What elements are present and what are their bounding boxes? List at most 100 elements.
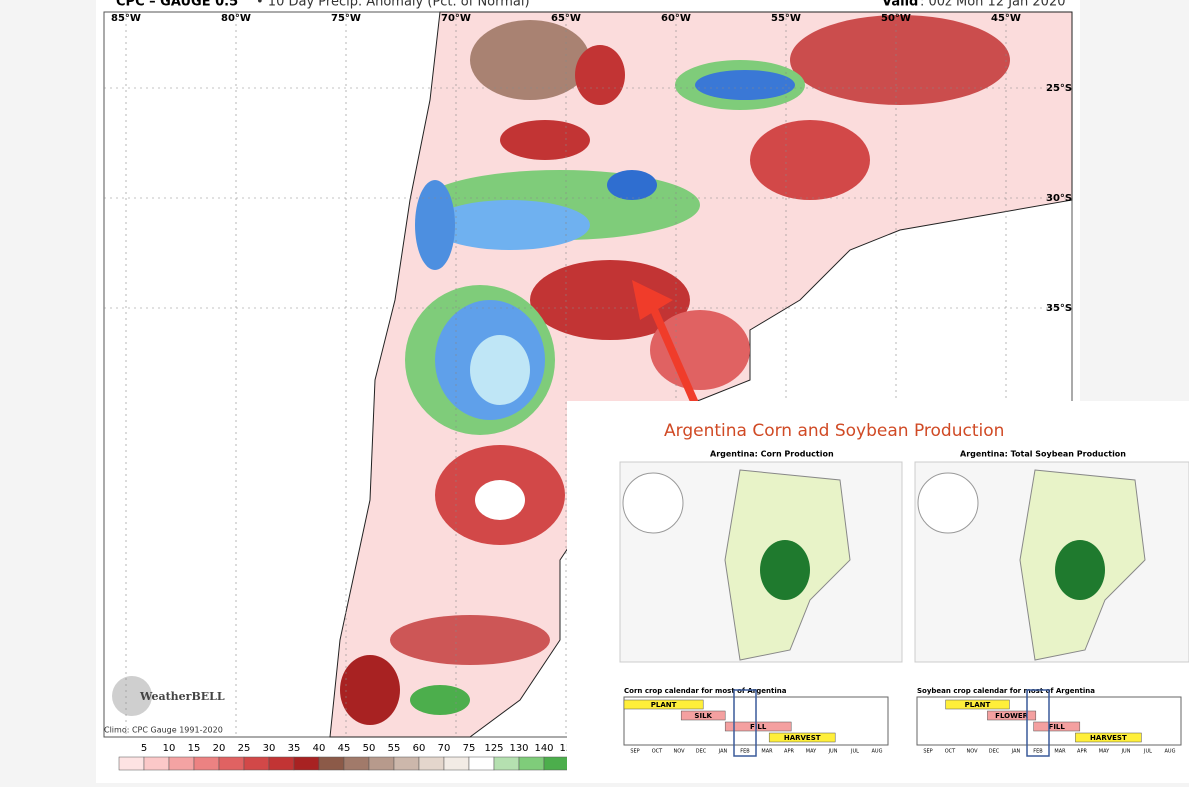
- production-core: [760, 540, 810, 600]
- stage-bar: [987, 710, 1037, 721]
- globe: [917, 472, 979, 534]
- valid-time: : 00z Mon 12 Jan 2020: [920, 0, 1065, 10]
- stage-label: PLANT: [965, 701, 991, 709]
- legend-label: 45: [338, 743, 351, 754]
- month-label: OCT: [945, 749, 956, 755]
- month-label: NOV: [673, 749, 685, 755]
- globe: [622, 472, 684, 534]
- legend-swatch: [443, 756, 470, 771]
- inset-title: Argentina Corn and Soybean Production: [664, 421, 1004, 441]
- legend-swatch: [393, 756, 420, 771]
- anomaly: [390, 615, 550, 665]
- month-label: NOV: [966, 749, 978, 755]
- legend-label: 130: [509, 743, 528, 754]
- stage-label: FILL: [1049, 723, 1066, 731]
- legend-swatch: [493, 756, 520, 771]
- month-label: FEB: [1033, 749, 1043, 755]
- lon-label: 55°W: [771, 13, 801, 24]
- anomaly: [415, 180, 455, 270]
- month-label: JUN: [1121, 749, 1131, 755]
- month-label: APR: [1077, 749, 1087, 755]
- month-label: MAY: [806, 749, 817, 755]
- legend-label: 40: [313, 743, 326, 754]
- legend-label: 70: [438, 743, 451, 754]
- stage-bar: [680, 710, 726, 721]
- month-label: DEC: [989, 749, 1000, 755]
- stage-bar: [945, 699, 1010, 710]
- legend-label: 15: [188, 743, 201, 754]
- legend-label: 140: [534, 743, 553, 754]
- corn-calendar-title: Corn crop calendar for most of Argentina: [624, 687, 787, 695]
- production-core: [1055, 540, 1105, 600]
- anomaly: [470, 20, 590, 100]
- anomaly: [695, 70, 795, 100]
- legend-label: 5: [141, 743, 147, 754]
- map-title: CPC – GAUGE 0.5°: [116, 0, 245, 10]
- legend-label: 50: [363, 743, 376, 754]
- anomaly: [575, 45, 625, 105]
- month-label: APR: [784, 749, 794, 755]
- lon-label: 60°W: [661, 13, 691, 24]
- stage-bar: [724, 721, 792, 732]
- anomaly: [500, 120, 590, 160]
- legend-swatch: [418, 756, 445, 771]
- legend-swatch: [118, 756, 145, 771]
- anomaly: [750, 120, 870, 200]
- month-label: JUN: [828, 749, 838, 755]
- anomaly: [475, 480, 525, 520]
- lat-label: 25°S: [1046, 83, 1072, 94]
- map-subtitle: • 10 Day Precip. Anomaly (Pct. of Normal…: [256, 0, 530, 10]
- anomaly: [470, 335, 530, 405]
- stage-label: FILL: [750, 723, 767, 731]
- legend-swatch: [243, 756, 270, 771]
- lon-label: 75°W: [331, 13, 361, 24]
- legend-label: 75: [463, 743, 476, 754]
- legend-swatch: [193, 756, 220, 771]
- legend-swatch: [343, 756, 370, 771]
- legend-swatch: [268, 756, 295, 771]
- legend-swatch: [518, 756, 545, 771]
- stage-bar: [768, 732, 836, 743]
- lat-label: 30°S: [1046, 193, 1072, 204]
- valid-label: Valid: [882, 0, 918, 10]
- month-label: AUG: [1165, 749, 1176, 755]
- month-label: SEP: [630, 749, 639, 755]
- anomaly: [340, 655, 400, 725]
- soy-calendar-title: Soybean crop calendar for most of Argent…: [917, 687, 1095, 695]
- logo: WeatherBELL: [139, 690, 225, 703]
- stage-bar: [1033, 721, 1081, 732]
- stage-label: PLANT: [651, 701, 677, 709]
- stage-label: FLOWER: [995, 712, 1028, 720]
- anomaly: [607, 170, 657, 200]
- logo-icon: [112, 676, 152, 716]
- anomaly: [790, 15, 1010, 105]
- legend-swatch: [293, 756, 320, 771]
- corn-map-title: Argentina: Corn Production: [710, 450, 834, 459]
- legend-label: 25: [238, 743, 251, 754]
- legend-swatch: [318, 756, 345, 771]
- climo-note: Climo: CPC Gauge 1991-2020: [104, 726, 223, 735]
- stage-bar: [623, 699, 704, 710]
- legend-label: 55: [388, 743, 401, 754]
- feb-highlight: [733, 689, 757, 757]
- legend-swatch: [468, 756, 495, 771]
- legend-swatch: [143, 756, 170, 771]
- month-label: MAY: [1099, 749, 1110, 755]
- lon-label: 80°W: [221, 13, 251, 24]
- legend-label: 20: [213, 743, 226, 754]
- calendars: PLANT SILK FILL HARVEST SEP OCT NOV DEC JAN FEB MA…: [623, 689, 1182, 757]
- map: WeatherBELL Climo: CPC Gauge 1991-2020 8…: [103, 11, 1073, 738]
- arrow-head: [632, 280, 673, 320]
- month-label: MAR: [761, 749, 773, 755]
- month-label: MAR: [1054, 749, 1066, 755]
- legend-label: 30: [263, 743, 276, 754]
- month-label: DEC: [696, 749, 707, 755]
- legend-swatch: [168, 756, 195, 771]
- stage-label: HARVEST: [1090, 734, 1127, 742]
- anomaly: [530, 260, 690, 340]
- legend-swatch: [218, 756, 245, 771]
- lon-label: 65°W: [551, 13, 581, 24]
- feb-highlight: [1026, 689, 1050, 757]
- lon-label: 45°W: [991, 13, 1021, 24]
